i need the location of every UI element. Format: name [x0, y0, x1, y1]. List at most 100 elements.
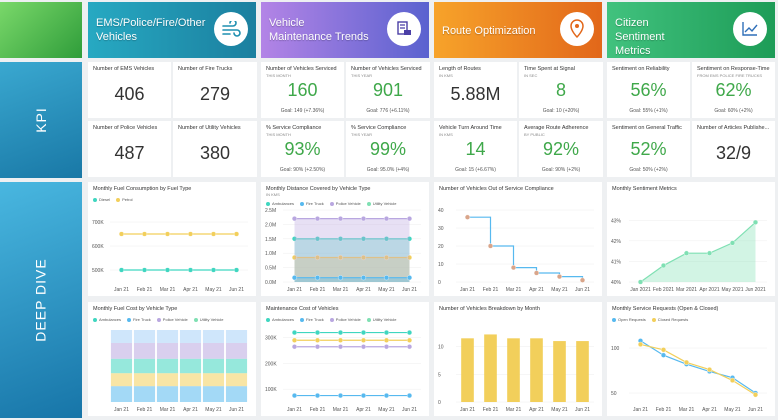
data-point[interactable]: [360, 344, 367, 350]
stacked-bar-segment[interactable]: [225, 358, 248, 374]
stacked-bar-segment[interactable]: [110, 358, 133, 374]
data-point[interactable]: [383, 337, 390, 343]
legend-item[interactable]: Police Vehicle: [156, 317, 188, 322]
stacked-bar-segment[interactable]: [225, 342, 248, 359]
data-point[interactable]: [406, 329, 413, 336]
data-point[interactable]: [291, 329, 298, 336]
data-point[interactable]: [383, 329, 390, 336]
data-point[interactable]: [729, 377, 736, 384]
data-point[interactable]: [360, 216, 367, 222]
data-point[interactable]: [187, 231, 194, 237]
data-point[interactable]: [233, 231, 240, 237]
data-point[interactable]: [660, 352, 667, 358]
data-point[interactable]: [187, 267, 194, 273]
legend-item[interactable]: Utility Vehicle: [366, 317, 397, 322]
data-point[interactable]: [337, 329, 344, 336]
data-point[interactable]: [706, 366, 713, 373]
banner-citizen-sentiment[interactable]: Citizen Sentiment Metrics: [607, 2, 775, 58]
data-point[interactable]: [337, 216, 344, 222]
data-point[interactable]: [406, 392, 413, 399]
data-point[interactable]: [314, 337, 321, 343]
stacked-bar-segment[interactable]: [110, 373, 133, 387]
legend-item[interactable]: Ambulances: [93, 317, 121, 322]
data-point[interactable]: [291, 275, 298, 281]
stacked-bar-segment[interactable]: [179, 342, 202, 359]
data-point[interactable]: [464, 214, 471, 220]
legend-item[interactable]: Police Vehicle: [329, 317, 361, 322]
data-point[interactable]: [406, 337, 413, 343]
data-point[interactable]: [314, 392, 321, 399]
kpi-card-sentiment-on-general-traffic[interactable]: Sentiment on General Traffic 52% Goal: 50%…: [607, 121, 690, 177]
data-point[interactable]: [210, 231, 217, 237]
data-point[interactable]: [383, 275, 390, 281]
kpi-card-vehicle-turn-around-time[interactable]: Vehicle Turn Around Time In KMS 14 Goal: 15…: [434, 121, 517, 177]
kpi-card-number-of-utility-vehicles[interactable]: Number of Utility Vehicles 380: [173, 121, 257, 177]
banner-route-optimization[interactable]: Route Optimization: [434, 2, 602, 58]
stacked-bar-segment[interactable]: [225, 330, 248, 343]
data-point[interactable]: [383, 344, 390, 350]
legend-item[interactable]: Ambulances: [266, 201, 294, 206]
data-point[interactable]: [406, 236, 413, 242]
data-point[interactable]: [406, 344, 413, 350]
chart-card-maintenance-cost-of-vehicles[interactable]: Maintenance Cost of Vehicles Ambulances Fi…: [261, 302, 429, 416]
data-point[interactable]: [314, 236, 321, 242]
kpi-card-sentiment-on-response-time[interactable]: Sentiment on Response-Time From EMS Polic…: [692, 62, 775, 118]
legend-item[interactable]: Fire Truck: [300, 201, 324, 206]
data-point[interactable]: [637, 279, 644, 285]
kpi-card-number-of-ems-vehicles[interactable]: Number of EMS Vehicles 406: [88, 62, 171, 118]
data-point[interactable]: [314, 329, 321, 336]
data-point[interactable]: [210, 267, 217, 273]
stacked-bar-segment[interactable]: [179, 373, 202, 387]
data-point[interactable]: [337, 254, 344, 261]
data-point[interactable]: [752, 219, 759, 225]
bar[interactable]: [461, 338, 474, 402]
data-point[interactable]: [118, 231, 125, 237]
kpi-card-number-of-vehicles-serviced[interactable]: Number of Vehicles Serviced This year 901 G…: [346, 62, 430, 118]
stacked-bar-segment[interactable]: [202, 358, 225, 374]
data-point[interactable]: [291, 236, 298, 242]
legend-item[interactable]: Diesel: [93, 197, 110, 202]
data-point[interactable]: [510, 264, 517, 271]
data-point[interactable]: [118, 267, 125, 273]
data-point[interactable]: [660, 262, 667, 269]
data-point[interactable]: [706, 250, 713, 256]
kpi-card-length-of-routes[interactable]: Length of Routes In KMS 5.88M: [434, 62, 517, 118]
bar[interactable]: [576, 341, 589, 402]
chart-card-monthly-fuel-consumption-by-fuel-type[interactable]: Monthly Fuel Consumption by Fuel Type Die…: [88, 182, 256, 296]
kpi-card-average-route-adherence[interactable]: Average Route Adherence By public 92% Goal:…: [519, 121, 603, 177]
data-point[interactable]: [637, 341, 644, 348]
data-point[interactable]: [360, 254, 367, 261]
kpi-card-number-of-fire-trucks[interactable]: Number of Fire Trucks 279: [173, 62, 257, 118]
data-point[interactable]: [360, 392, 367, 399]
data-point[interactable]: [314, 216, 321, 222]
data-point[interactable]: [383, 216, 390, 222]
data-point[interactable]: [383, 254, 390, 261]
stacked-bar-segment[interactable]: [110, 342, 133, 359]
legend-item[interactable]: Open Requests: [612, 317, 646, 322]
kpi-card-number-of-vehicles-serviced[interactable]: Number of Vehicles Serviced This month 160…: [261, 62, 344, 118]
data-point[interactable]: [683, 250, 690, 256]
legend-item[interactable]: Utility Vehicle: [366, 201, 397, 206]
data-point[interactable]: [556, 273, 563, 280]
data-point[interactable]: [660, 347, 667, 353]
data-point[interactable]: [314, 275, 321, 281]
stacked-bar-segment[interactable]: [179, 386, 202, 402]
data-point[interactable]: [406, 275, 413, 281]
stacked-bar-segment[interactable]: [133, 386, 156, 402]
bar[interactable]: [553, 341, 566, 402]
stacked-bar-segment[interactable]: [202, 386, 225, 402]
data-point[interactable]: [291, 254, 298, 261]
data-point[interactable]: [383, 392, 390, 399]
legend-item[interactable]: Police Vehicle: [329, 201, 361, 206]
data-point[interactable]: [164, 267, 171, 273]
bar[interactable]: [507, 338, 520, 402]
data-point[interactable]: [729, 240, 736, 246]
data-point[interactable]: [360, 236, 367, 242]
data-point[interactable]: [337, 275, 344, 281]
chart-card-monthly-service-requests-open-closed[interactable]: Monthly Service Requests (Open & Closed)…: [607, 302, 775, 416]
data-point[interactable]: [487, 243, 494, 249]
chart-card-number-of-vehicles-breakdown-by-month[interactable]: Number of Vehicles Breakdown by Month Jan…: [434, 302, 602, 416]
stacked-bar-segment[interactable]: [156, 342, 179, 359]
stacked-bar-segment[interactable]: [156, 373, 179, 387]
data-point[interactable]: [337, 392, 344, 399]
